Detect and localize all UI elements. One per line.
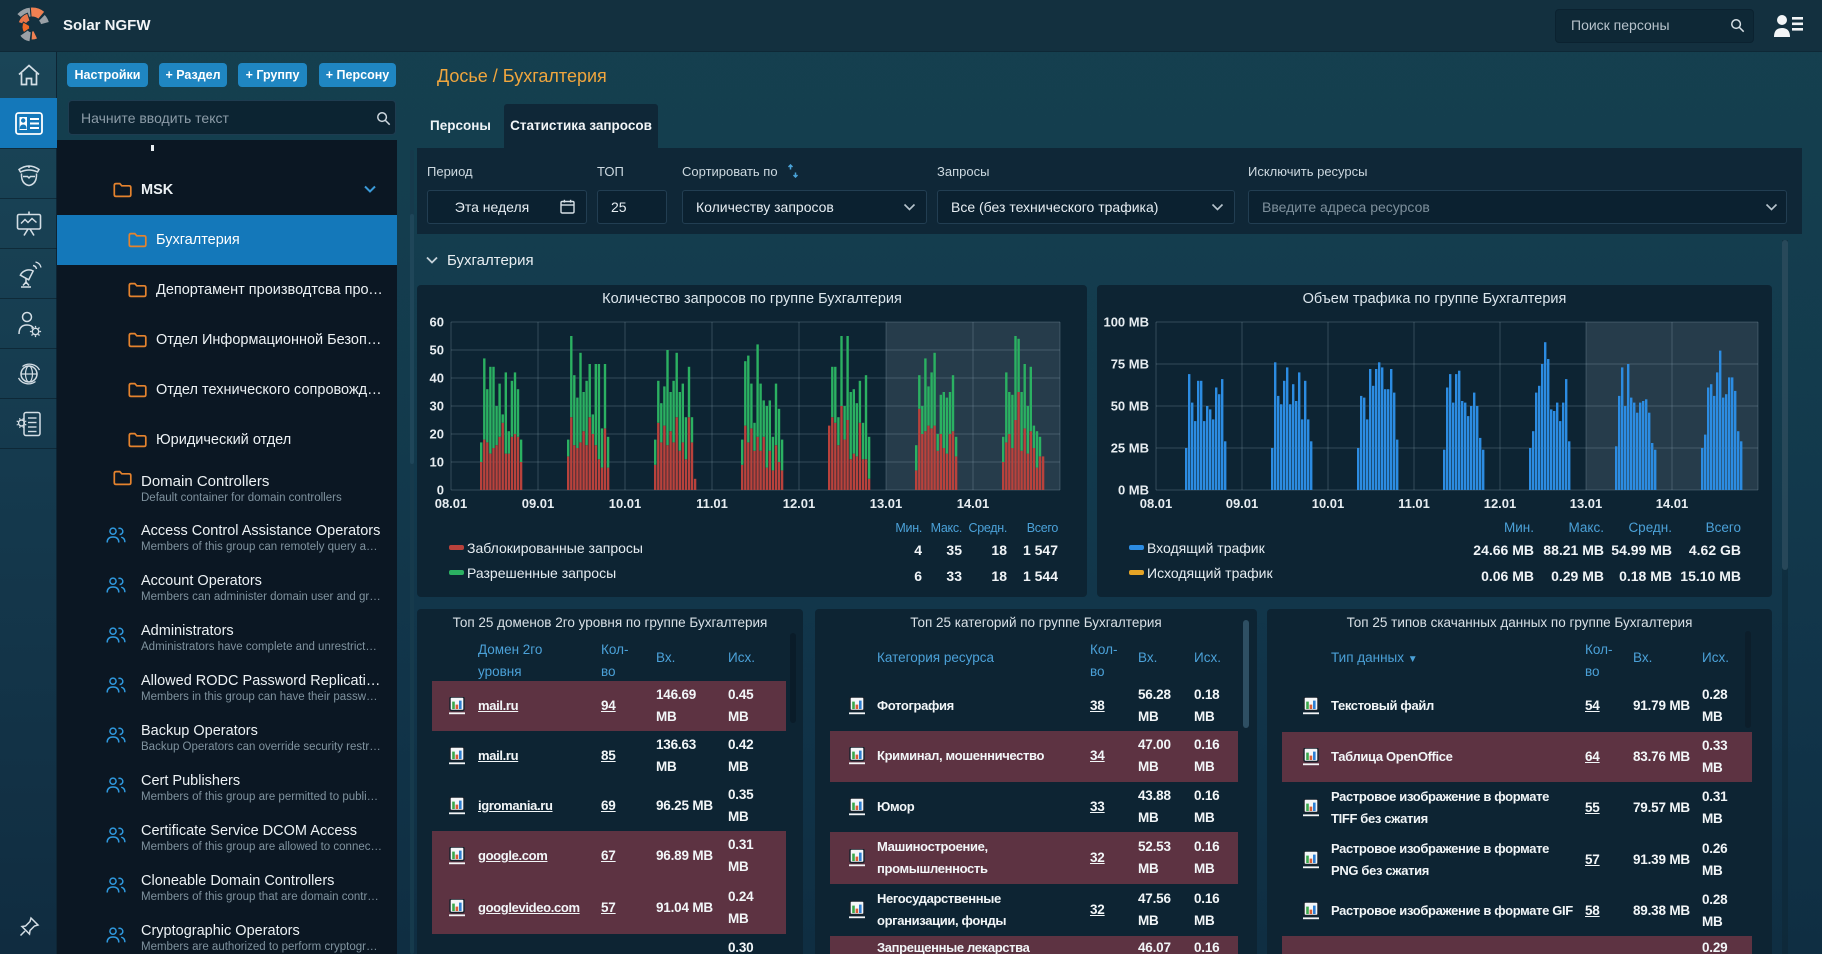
- svg-text:50: 50: [430, 343, 444, 358]
- svg-text:30: 30: [430, 399, 444, 414]
- svg-text:0: 0: [437, 483, 444, 498]
- svg-text:14.01: 14.01: [1656, 496, 1689, 511]
- svg-text:09.01: 09.01: [1226, 496, 1259, 511]
- svg-text:10.01: 10.01: [609, 496, 642, 511]
- svg-text:10: 10: [430, 455, 444, 470]
- svg-text:0 MB: 0 MB: [1118, 483, 1149, 498]
- svg-text:40: 40: [430, 371, 444, 386]
- svg-text:12.01: 12.01: [783, 496, 816, 511]
- svg-text:14.01: 14.01: [957, 496, 990, 511]
- svg-text:13.01: 13.01: [1570, 496, 1603, 511]
- svg-text:10.01: 10.01: [1312, 496, 1345, 511]
- svg-text:12.01: 12.01: [1484, 496, 1517, 511]
- svg-text:50 MB: 50 MB: [1111, 399, 1149, 414]
- svg-text:13.01: 13.01: [870, 496, 903, 511]
- svg-text:100 MB: 100 MB: [1103, 315, 1149, 330]
- svg-text:75 MB: 75 MB: [1111, 357, 1149, 372]
- svg-text:20: 20: [430, 427, 444, 442]
- svg-text:11.01: 11.01: [696, 496, 728, 511]
- svg-text:08.01: 08.01: [1140, 496, 1173, 511]
- svg-text:08.01: 08.01: [435, 496, 468, 511]
- svg-text:09.01: 09.01: [522, 496, 555, 511]
- svg-text:60: 60: [430, 315, 444, 330]
- svg-text:25 MB: 25 MB: [1111, 441, 1149, 456]
- svg-text:11.01: 11.01: [1398, 496, 1430, 511]
